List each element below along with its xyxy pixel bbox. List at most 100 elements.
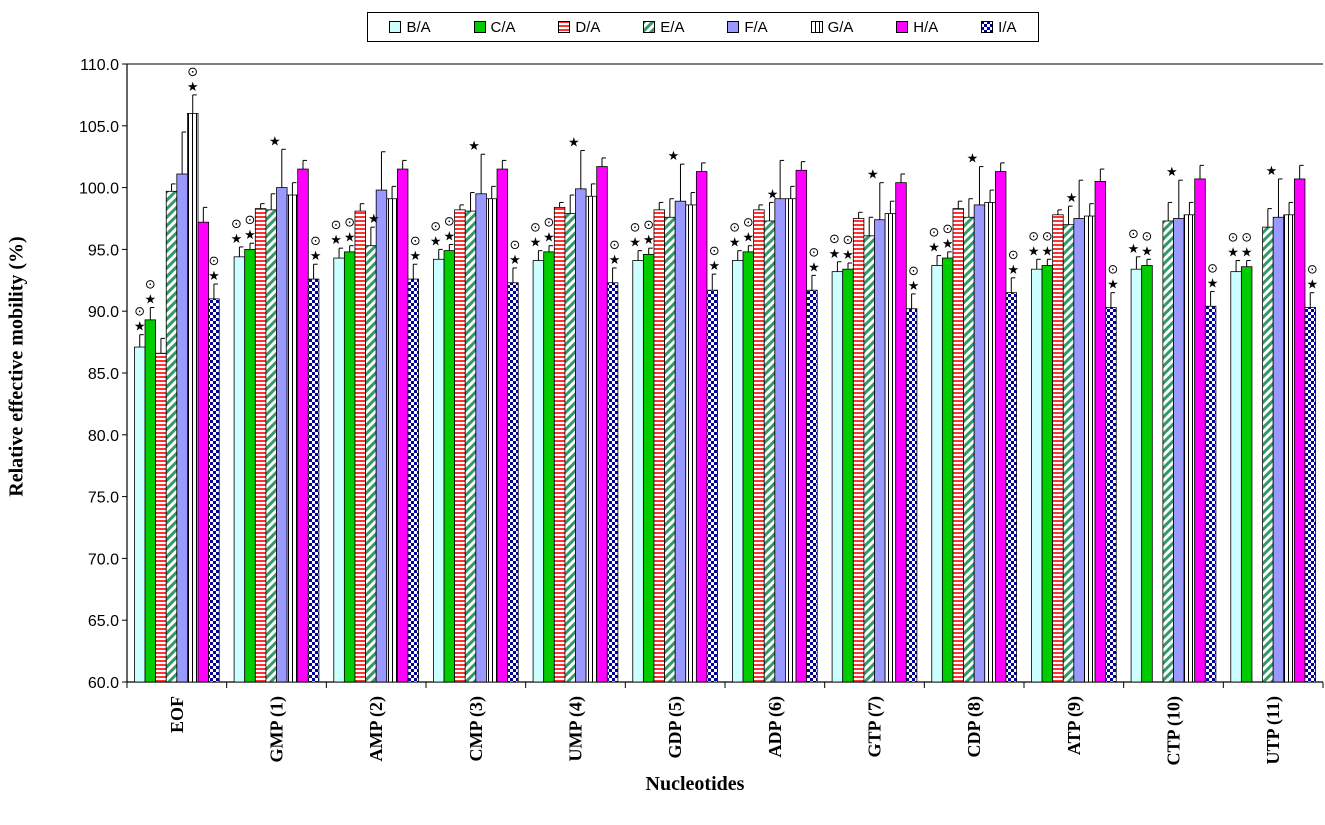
legend-label: B/A <box>406 18 431 36</box>
bar-EA-1 <box>265 209 277 683</box>
bar-BA-9 <box>1031 268 1043 683</box>
x-tick-label: UMP (4) <box>566 696 587 761</box>
star-mark: ★ <box>643 233 655 248</box>
bar-GA-9 <box>1084 215 1096 683</box>
bar-IA-0 <box>208 298 220 683</box>
legend-item: D/A <box>558 19 600 36</box>
x-tick-label: CMP (3) <box>466 696 487 761</box>
bar-FA-7 <box>874 219 886 683</box>
y-tick-label: 105.0 <box>79 119 119 136</box>
circle-dot-mark: ⊙ <box>829 232 840 247</box>
star-mark: ★ <box>1227 246 1239 261</box>
bar-DA-0 <box>155 352 167 683</box>
bar-GA-10 <box>1183 214 1196 683</box>
circle-dot-mark: ⊙ <box>908 264 919 279</box>
bar-EA-7 <box>863 235 875 683</box>
bar-FA-11 <box>1272 216 1285 683</box>
star-mark: ★ <box>829 247 841 262</box>
legend-swatch <box>896 21 909 33</box>
legend-label: H/A <box>913 18 939 36</box>
star-mark: ★ <box>530 236 542 251</box>
circle-dot-mark: ⊙ <box>444 214 455 229</box>
star-mark: ★ <box>1042 244 1054 259</box>
bar-GA-8 <box>984 202 996 683</box>
circle-dot-mark: ⊙ <box>1142 229 1153 244</box>
bar-CA-9 <box>1041 265 1054 683</box>
bar-IA-4 <box>606 282 619 683</box>
bar-CA-4 <box>543 251 555 683</box>
circle-dot-mark: ⊙ <box>208 254 219 269</box>
legend-swatch <box>643 21 656 33</box>
bar-EA-6 <box>763 220 776 683</box>
circle-dot-mark: ⊙ <box>1028 229 1039 244</box>
bar-CA-1 <box>244 248 256 683</box>
bar-GA-1 <box>286 194 299 683</box>
bar-FA-3 <box>475 193 487 683</box>
star-mark: ★ <box>708 259 720 274</box>
star-mark: ★ <box>1028 244 1040 259</box>
y-tick-label: 95.0 <box>88 242 119 259</box>
star-mark: ★ <box>444 229 456 244</box>
bar-DA-6 <box>753 209 765 683</box>
bar-EA-0 <box>165 190 178 683</box>
legend-item: H/A <box>896 19 938 36</box>
legend: B/A C/A D/A E/A F/A G/A H/A I/A <box>367 12 1039 42</box>
y-tick-label: 65.0 <box>88 613 119 630</box>
bar-EA-11 <box>1262 226 1274 683</box>
star-mark: ★ <box>842 248 854 263</box>
circle-dot-mark: ⊙ <box>743 216 754 231</box>
bar-BA-10 <box>1130 268 1143 683</box>
star-mark: ★ <box>208 269 220 284</box>
bar-BA-0 <box>134 346 146 683</box>
bar-DA-9 <box>1052 214 1064 683</box>
x-tick-label: ATP (9) <box>1064 696 1085 755</box>
bar-IA-7 <box>905 308 918 683</box>
star-mark: ★ <box>468 139 480 154</box>
star-mark: ★ <box>269 134 281 149</box>
star-mark: ★ <box>1241 246 1253 261</box>
circle-dot-mark: ⊙ <box>509 238 520 253</box>
legend-swatch <box>389 21 402 33</box>
legend-label: F/A <box>744 18 768 36</box>
circle-dot-mark: ⊙ <box>1107 263 1118 278</box>
bar-BA-8 <box>931 265 943 683</box>
bar-FA-1 <box>276 187 288 683</box>
circle-dot-mark: ⊙ <box>1228 231 1239 246</box>
bar-BA-5 <box>632 260 644 683</box>
star-mark: ★ <box>867 168 879 183</box>
circle-dot-mark: ⊙ <box>245 213 256 228</box>
circle-dot-mark: ⊙ <box>310 234 321 249</box>
legend-item: G/A <box>810 19 853 36</box>
bar-HA-5 <box>695 171 708 683</box>
star-mark: ★ <box>543 231 555 246</box>
bar-EA-5 <box>664 216 676 683</box>
bar-IA-11 <box>1304 307 1316 683</box>
circle-dot-mark: ⊙ <box>808 245 819 260</box>
bar-IA-8 <box>1005 292 1017 683</box>
bar-CA-3 <box>443 250 456 683</box>
star-mark: ★ <box>368 212 380 227</box>
legend-swatch <box>981 21 994 33</box>
bar-FA-8 <box>973 204 986 683</box>
bar-CA-0 <box>144 319 157 683</box>
bar-FA-0 <box>176 173 188 683</box>
bar-HA-9 <box>1094 181 1107 683</box>
bar-GA-7 <box>884 213 897 683</box>
bar-DA-4 <box>553 206 566 683</box>
x-tick-label: ADP (6) <box>765 696 786 758</box>
bar-HA-1 <box>297 168 309 683</box>
x-tick-label: CDP (8) <box>964 696 985 758</box>
bar-IA-5 <box>706 289 718 683</box>
bar-HA-3 <box>496 168 509 683</box>
circle-dot-mark: ⊙ <box>1241 231 1252 246</box>
star-mark: ★ <box>409 249 421 264</box>
legend-label: I/A <box>998 18 1017 36</box>
circle-dot-mark: ⊙ <box>709 244 720 259</box>
bar-GA-0 <box>187 113 199 683</box>
circle-dot-mark: ⊙ <box>643 218 654 233</box>
legend-item: C/A <box>473 19 516 36</box>
star-mark: ★ <box>134 320 146 335</box>
bar-EA-3 <box>464 210 477 683</box>
bar-IA-6 <box>806 289 818 683</box>
circle-dot-mark: ⊙ <box>729 221 740 236</box>
